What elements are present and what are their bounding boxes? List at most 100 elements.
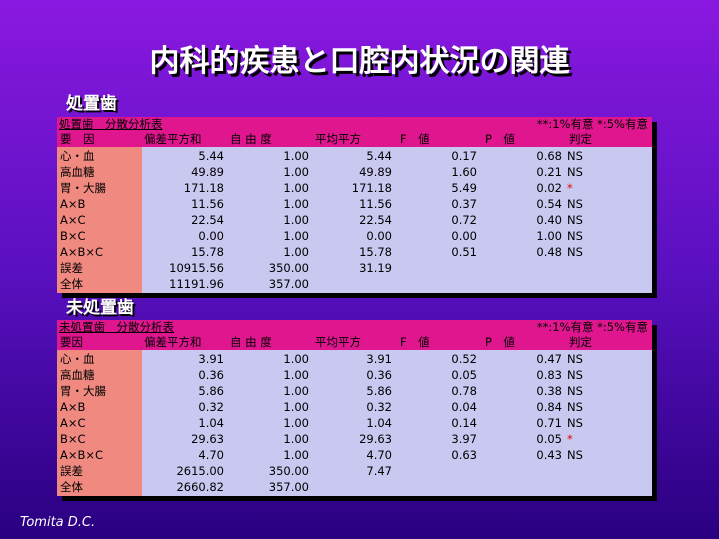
- header-cell: 自 由 度: [230, 132, 272, 146]
- row-label: 全体: [60, 277, 83, 291]
- row-label: 心・血: [60, 149, 95, 163]
- table-cell: 0.48: [536, 245, 562, 259]
- note: **:1%有意 *:5%有意: [536, 320, 648, 334]
- table-cell: 1.00: [283, 416, 309, 430]
- row-label: A×B: [60, 197, 86, 211]
- table-cell: 1.00: [283, 400, 309, 414]
- table: 未処置歯 分散分析表 **:1%有意 *:5%有意 要因 偏差平方和 自 由 度 平均平方…: [57, 320, 652, 496]
- table-cell: 171.18: [351, 181, 392, 195]
- row-label: A×B×C: [60, 448, 104, 462]
- table-cell: 22.54: [191, 213, 224, 227]
- table-cell: 0.36: [198, 368, 224, 382]
- table-cell: 49.89: [359, 165, 392, 179]
- row-label: B×C: [60, 229, 86, 243]
- header-cell: F 値: [400, 132, 430, 146]
- table-cell: 0.05: [536, 432, 562, 446]
- table-cell: NS: [567, 197, 583, 211]
- title: 内科的疾患と口腔内状況の関連: [149, 44, 570, 79]
- table-cell: 1.00: [283, 229, 309, 243]
- table-cell: 1.00: [283, 448, 309, 462]
- row-label: B×C: [60, 432, 86, 446]
- row-label: A×C: [60, 416, 86, 430]
- table-cell: 15.78: [191, 245, 224, 259]
- table-cell: 0.43: [536, 448, 562, 462]
- header-cell: 平均平方: [315, 132, 361, 146]
- header-bar: [57, 335, 652, 350]
- note: **:1%有意 *:5%有意: [536, 117, 648, 131]
- table-cell: 1.00: [283, 197, 309, 211]
- table-cell: 1.00: [283, 384, 309, 398]
- table-cell: 1.00: [536, 229, 562, 243]
- table-cell: 0.40: [536, 213, 562, 227]
- header-cell: 判定: [569, 335, 592, 349]
- header-cell: 偏差平方和: [144, 335, 202, 349]
- row-label: A×B: [60, 400, 86, 414]
- row-label: 胃・大腸: [60, 384, 106, 398]
- table-cell: 0.02: [536, 181, 562, 195]
- row-label: 全体: [60, 480, 83, 494]
- table-cell: 1.00: [283, 432, 309, 446]
- table-cell: 0.32: [198, 400, 224, 414]
- table-cell: 0.71: [536, 416, 562, 430]
- table-cell: 0.14: [451, 416, 477, 430]
- row-label: 胃・大腸: [60, 181, 106, 195]
- table-cell: 0.38: [536, 384, 562, 398]
- table-cell: 0.37: [451, 197, 477, 211]
- header-cell: F 値: [400, 335, 430, 349]
- table-cell: 3.91: [198, 352, 224, 366]
- table-cell: 4.70: [198, 448, 224, 462]
- table-cell: 1.04: [198, 416, 224, 430]
- table-cell: 10915.56: [169, 261, 224, 275]
- row-label: 心・血: [60, 352, 95, 366]
- table-cell: 1.00: [283, 165, 309, 179]
- table-cell: NS: [567, 149, 583, 163]
- table-cell: 3.97: [451, 432, 477, 446]
- table-cell: 0.47: [536, 352, 562, 366]
- table: 処置歯 分散分析表 **:1%有意 *:5%有意要 因 偏差平方和 自 由 度 平均平方…: [57, 117, 652, 293]
- table-cell: 3.91: [366, 352, 392, 366]
- row-label: 高血糖: [60, 368, 95, 382]
- table-cell: 5.44: [198, 149, 224, 163]
- header-cell: 自 由 度: [230, 335, 272, 349]
- table-cell: 1.00: [283, 213, 309, 227]
- table-cell: 1.00: [283, 245, 309, 259]
- table-cell: NS: [567, 368, 583, 382]
- table-cell: 0.54: [536, 197, 562, 211]
- table-cell: NS: [567, 229, 583, 243]
- table-cell: 15.78: [359, 245, 392, 259]
- table-cell: 7.47: [366, 464, 392, 478]
- header-cell: 平均平方: [315, 335, 361, 349]
- table-cell: 1.00: [283, 149, 309, 163]
- table-cell: 0.00: [198, 229, 224, 243]
- table-cell: 49.89: [191, 165, 224, 179]
- table-cell: 1.00: [283, 352, 309, 366]
- table-cell: 357.00: [268, 480, 309, 494]
- table-cell: 4.70: [366, 448, 392, 462]
- table-cell: 1.00: [283, 181, 309, 195]
- table-cell: *: [567, 432, 573, 446]
- table-cell: 0.04: [451, 400, 477, 414]
- row-label: 誤差: [60, 464, 83, 478]
- table-cell: NS: [567, 400, 583, 414]
- table-cell: 1.04: [366, 416, 392, 430]
- header-cell: 要因: [60, 335, 83, 349]
- table-cell: 0.00: [451, 229, 477, 243]
- table-cell: 0.84: [536, 400, 562, 414]
- table-cell: NS: [567, 384, 583, 398]
- table-cell: 0.00: [366, 229, 392, 243]
- table-cell: 29.63: [191, 432, 224, 446]
- table-cell: 22.54: [359, 213, 392, 227]
- caption-bar: [57, 117, 652, 132]
- table-cell: 2615.00: [176, 464, 224, 478]
- caption-bar: [57, 320, 652, 335]
- header-cell: 判定: [569, 132, 592, 146]
- table-cell: 2660.82: [176, 480, 224, 494]
- table-cell: 5.86: [198, 384, 224, 398]
- table-cell: 5.86: [366, 384, 392, 398]
- table-cell: NS: [567, 213, 583, 227]
- table-cell: 350.00: [268, 464, 309, 478]
- table-cell: NS: [567, 352, 583, 366]
- table-cell: 11.56: [359, 197, 392, 211]
- table-cell: 29.63: [359, 432, 392, 446]
